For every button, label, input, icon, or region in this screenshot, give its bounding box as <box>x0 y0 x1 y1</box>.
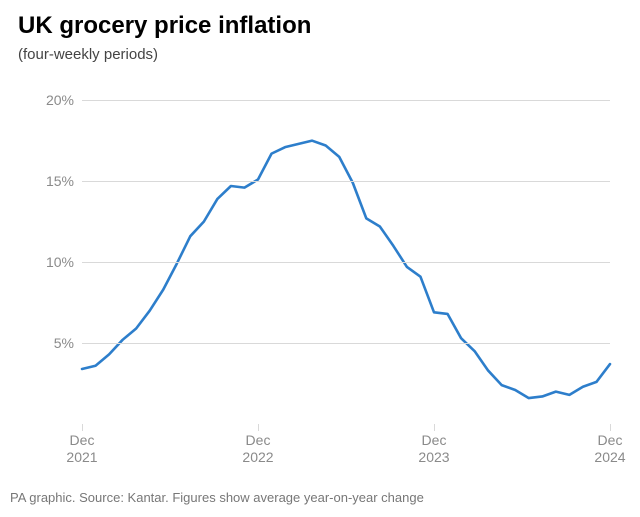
x-tick-label: Dec 2024 <box>594 432 625 466</box>
x-tick-mark <box>82 424 83 431</box>
x-tick-mark <box>610 424 611 431</box>
x-tick-mark <box>434 424 435 431</box>
x-tick-label: Dec 2022 <box>242 432 273 466</box>
y-tick-label: 20% <box>46 92 74 108</box>
chart-footer: PA graphic. Source: Kantar. Figures show… <box>10 490 424 505</box>
gridline <box>82 100 610 101</box>
x-tick-mark <box>258 424 259 431</box>
x-tick-label: Dec 2023 <box>418 432 449 466</box>
x-tick-label: Dec 2021 <box>66 432 97 466</box>
chart-title: UK grocery price inflation <box>18 12 311 40</box>
gridline <box>82 262 610 263</box>
plot-area: 5%10%15%20%Dec 2021Dec 2022Dec 2023Dec 2… <box>82 84 610 424</box>
y-tick-label: 15% <box>46 173 74 189</box>
gridline <box>82 181 610 182</box>
chart-subtitle: (four-weekly periods) <box>18 46 158 63</box>
y-tick-label: 5% <box>54 335 74 351</box>
chart-root: UK grocery price inflation (four-weekly … <box>0 0 640 517</box>
line-series <box>82 84 610 424</box>
gridline <box>82 343 610 344</box>
y-tick-label: 10% <box>46 254 74 270</box>
